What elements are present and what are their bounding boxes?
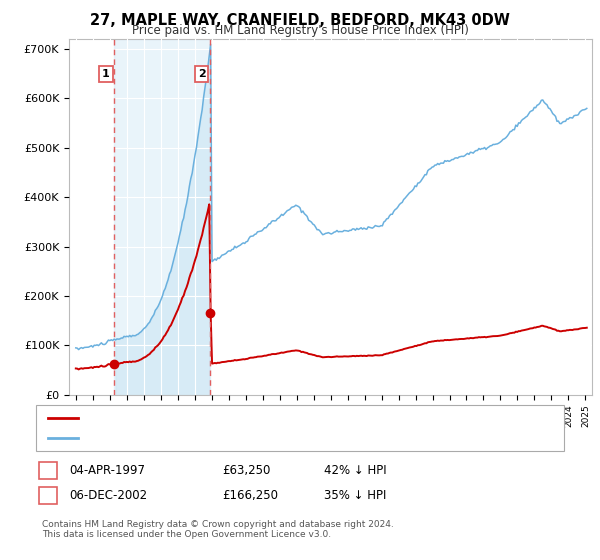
Text: 27, MAPLE WAY, CRANFIELD, BEDFORD, MK43 0DW: 27, MAPLE WAY, CRANFIELD, BEDFORD, MK43 … xyxy=(90,13,510,28)
Text: 2: 2 xyxy=(44,489,52,502)
Text: 42% ↓ HPI: 42% ↓ HPI xyxy=(324,464,386,477)
Text: £166,250: £166,250 xyxy=(222,489,278,502)
Text: Contains HM Land Registry data © Crown copyright and database right 2024.
This d: Contains HM Land Registry data © Crown c… xyxy=(42,520,394,539)
Text: 04-APR-1997: 04-APR-1997 xyxy=(69,464,145,477)
Text: 1: 1 xyxy=(102,69,110,79)
Text: 35% ↓ HPI: 35% ↓ HPI xyxy=(324,489,386,502)
Text: 27, MAPLE WAY, CRANFIELD, BEDFORD, MK43 0DW (detached house): 27, MAPLE WAY, CRANFIELD, BEDFORD, MK43 … xyxy=(87,413,467,423)
Text: HPI: Average price, detached house, Central Bedfordshire: HPI: Average price, detached house, Cent… xyxy=(87,433,402,443)
Text: 06-DEC-2002: 06-DEC-2002 xyxy=(69,489,147,502)
Text: 1: 1 xyxy=(44,464,52,477)
Text: Price paid vs. HM Land Registry's House Price Index (HPI): Price paid vs. HM Land Registry's House … xyxy=(131,24,469,36)
Text: £63,250: £63,250 xyxy=(222,464,271,477)
Text: 2: 2 xyxy=(198,69,206,79)
Bar xyxy=(115,39,211,395)
